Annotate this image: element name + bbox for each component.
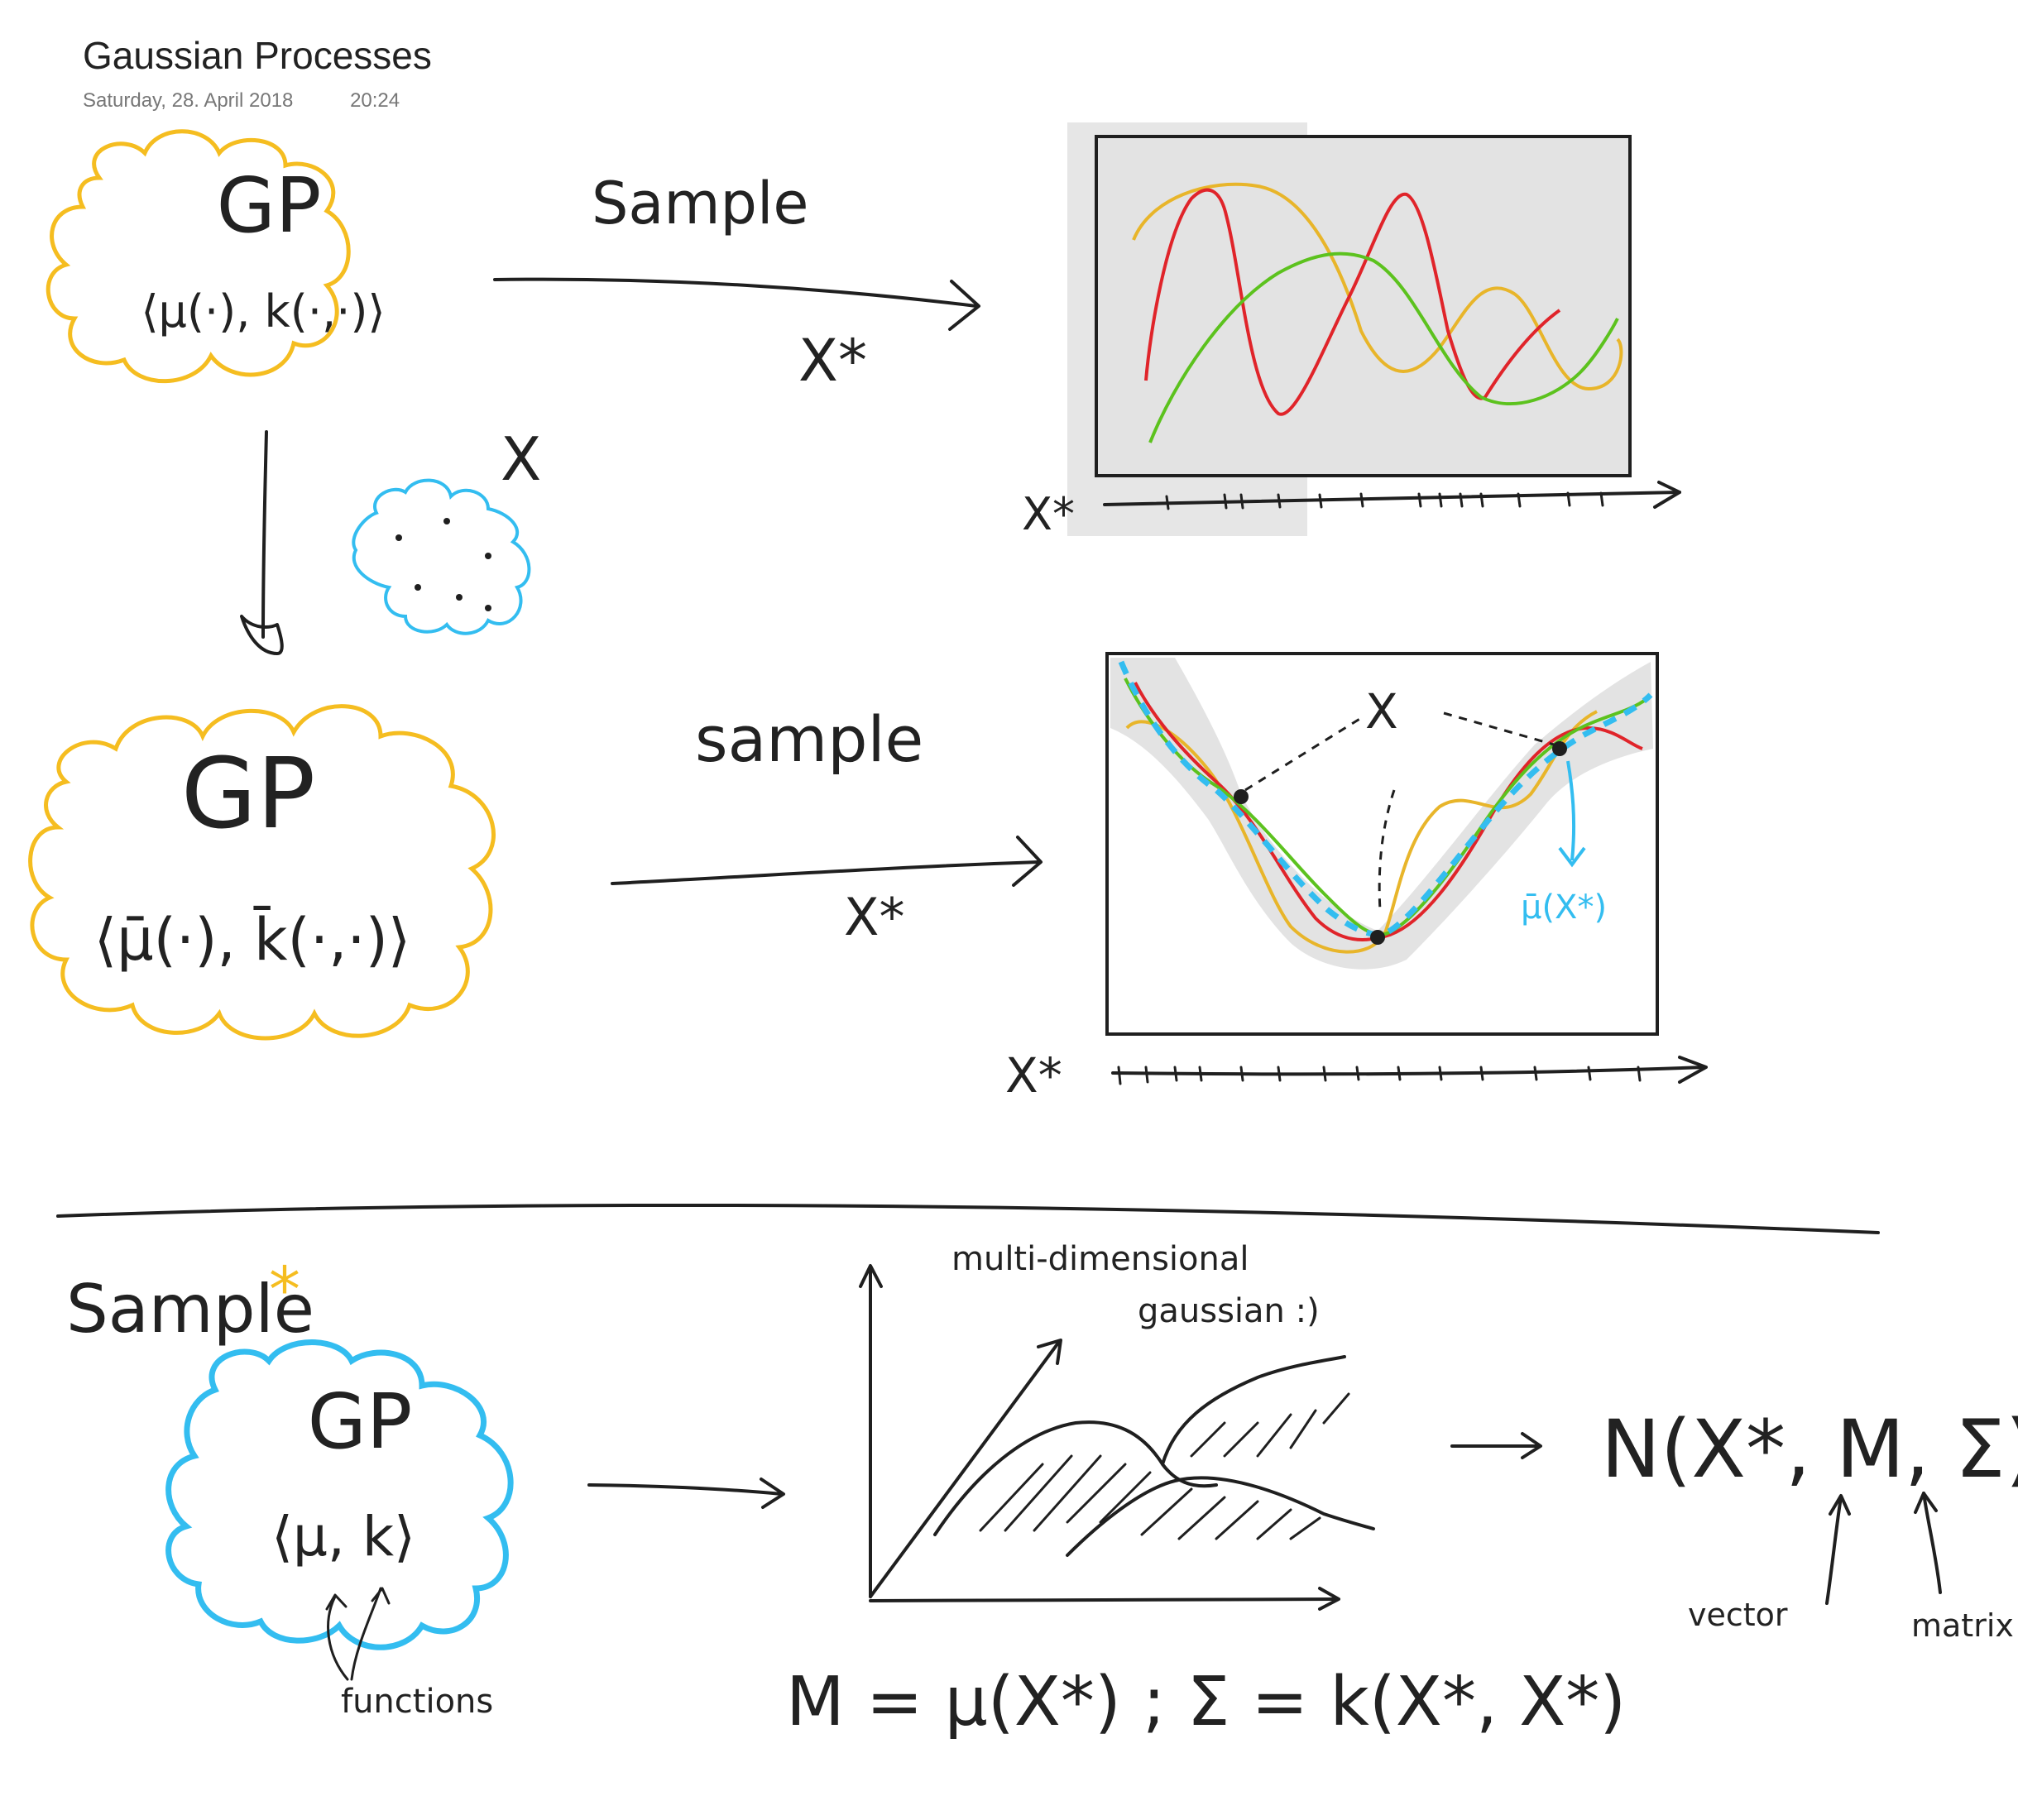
bottom-cloud-label: GP: [308, 1377, 413, 1466]
normal-annotations: vector matrix: [1688, 1492, 2014, 1644]
prior-arrow-label: Sample: [592, 170, 808, 237]
functions-note: functions: [341, 1683, 493, 1721]
observation-point: [1370, 930, 1385, 945]
data-points: [395, 518, 491, 611]
page-date: Saturday, 28. April 2018: [83, 89, 294, 112]
to-normal-arrow: [1450, 1432, 1542, 1459]
bottom-params: ⟨μ, k⟩: [271, 1505, 415, 1569]
gaussian-x-axis: [869, 1597, 1338, 1602]
vector-note: vector: [1688, 1597, 1788, 1633]
posterior-sample-arrow: sample X*: [611, 702, 1043, 947]
prior-arrow-sub: X*: [798, 327, 867, 395]
gaussian-z-axis: [869, 1340, 1061, 1598]
posterior-curve-yellow: [1125, 710, 1598, 954]
posterior-cloud-label: GP: [181, 736, 316, 850]
mean-covariance-formula: M = μ(X*) ; Σ = k(X*, X*): [786, 1663, 1626, 1741]
prior-params: ⟨μ(·), k(·,·)⟩: [141, 285, 385, 338]
posterior-mean-curve: [1118, 660, 1653, 938]
posterior-mean-label: μ̄(X*): [1521, 888, 1607, 927]
posterior-params: ⟨μ̄(·), k̄(·,·)⟩: [94, 905, 410, 974]
prior-x-axis: [1103, 491, 1681, 506]
to-gaussian-arrow: [587, 1478, 785, 1509]
page-title: Gaussian Processes: [83, 34, 432, 77]
sample-curve-green: [1148, 251, 1619, 443]
page-time: 20:24: [350, 89, 400, 112]
posterior-mean-pointer: [1558, 760, 1586, 868]
posterior-axis-label: X*: [1005, 1047, 1062, 1104]
normal-distribution: N(X*, M, Σ): [1601, 1403, 2018, 1496]
bottom-heading: Sample: [66, 1271, 314, 1348]
posterior-sample-plot: X μ̄(X*) X*: [1005, 652, 1708, 1104]
prior-sample-arrow: Sample X*: [493, 170, 980, 395]
data-point: [443, 518, 450, 524]
prior-axis-label: X*: [1022, 488, 1075, 540]
posterior-arrow-label: sample: [695, 702, 923, 776]
bottom-heading-star: *: [269, 1252, 300, 1326]
page-meta: Saturday, 28. April 2018 20:24: [83, 89, 451, 113]
condition-arrow: [240, 430, 284, 655]
bottom-cloud: GP ⟨μ, k⟩ functions: [165, 1339, 514, 1721]
matrix-note: matrix: [1911, 1607, 2014, 1644]
data-point: [456, 594, 463, 601]
posterior-cloud: GP ⟨μ̄(·), k̄(·,·)⟩: [28, 704, 496, 1041]
matrix-pointer: [1922, 1492, 1942, 1594]
prior-cloud-label: GP: [217, 161, 322, 250]
observation-point: [1234, 789, 1249, 804]
prior-plot-area: [1095, 135, 1632, 477]
data-label: X: [501, 424, 541, 494]
posterior-x-axis: [1111, 1066, 1706, 1076]
data-cloud: X: [352, 424, 541, 635]
prior-sample-plot: X*: [1022, 122, 1681, 540]
gaussian-hatching: [979, 1392, 1350, 1540]
data-point: [485, 605, 491, 611]
gaussian-sketch: multi-dimensional gaussian :): [859, 1240, 1375, 1611]
data-point: [415, 584, 421, 591]
data-point: [395, 534, 402, 541]
page-header: Gaussian Processes Saturday, 28. April 2…: [83, 33, 451, 113]
posterior-curve-red: [1134, 682, 1643, 941]
functions-pointer: [325, 1587, 391, 1681]
observation-dashes: [1244, 711, 1560, 911]
sample-curve-yellow: [1132, 182, 1623, 391]
posterior-data-label: X: [1365, 683, 1398, 740]
posterior-uncertainty-band: [1110, 658, 1653, 970]
posterior-arrow-sub: X*: [844, 887, 904, 947]
gaussian-note-2: gaussian :): [1138, 1292, 1320, 1330]
data-point: [485, 553, 491, 559]
section-divider: [56, 1203, 1880, 1234]
prior-cloud: GP ⟨μ(·), k(·,·)⟩: [46, 129, 386, 384]
posterior-observations: [1234, 741, 1567, 945]
gaussian-surface: [933, 1355, 1375, 1557]
gaussian-note-1: multi-dimensional: [951, 1240, 1249, 1278]
vector-pointer: [1825, 1496, 1843, 1605]
